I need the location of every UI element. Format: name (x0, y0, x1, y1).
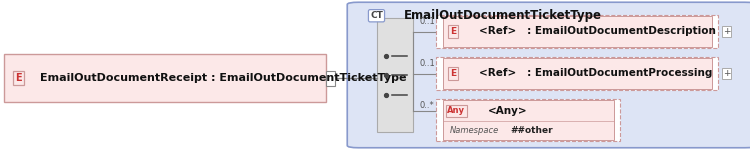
Text: 0..*: 0..* (419, 100, 434, 109)
Bar (442, 16, 712, 47)
Text: EmailOutDocumentReceipt : EmailOutDocumentTicketType: EmailOutDocumentReceipt : EmailOutDocume… (40, 73, 407, 83)
Bar (442, 58, 712, 89)
FancyBboxPatch shape (436, 15, 718, 48)
Bar (326, 70, 335, 86)
Text: EmailOutDocumentTicketType: EmailOutDocumentTicketType (404, 9, 602, 22)
Text: +: + (723, 69, 730, 78)
Text: <Ref>   : EmailOutDocumentDescription: <Ref> : EmailOutDocumentDescription (479, 27, 716, 36)
FancyBboxPatch shape (347, 2, 750, 148)
Text: Any: Any (447, 106, 465, 115)
Text: ##other: ##other (510, 126, 553, 135)
Text: +: + (723, 27, 730, 36)
Text: CT: CT (370, 11, 383, 20)
FancyBboxPatch shape (436, 57, 718, 90)
Text: E: E (450, 27, 456, 36)
Bar (442, 100, 614, 140)
Bar (4, 54, 326, 102)
FancyBboxPatch shape (436, 99, 620, 141)
Text: Namespace: Namespace (450, 126, 500, 135)
Text: 0..1: 0..1 (419, 58, 435, 68)
Text: E: E (450, 69, 456, 78)
Bar (377, 18, 413, 132)
Text: <Ref>   : EmailOutDocumentProcessing: <Ref> : EmailOutDocumentProcessing (479, 69, 712, 78)
Text: <Any>: <Any> (488, 106, 527, 116)
Text: 0..1: 0..1 (419, 16, 435, 26)
Text: E: E (16, 73, 22, 83)
